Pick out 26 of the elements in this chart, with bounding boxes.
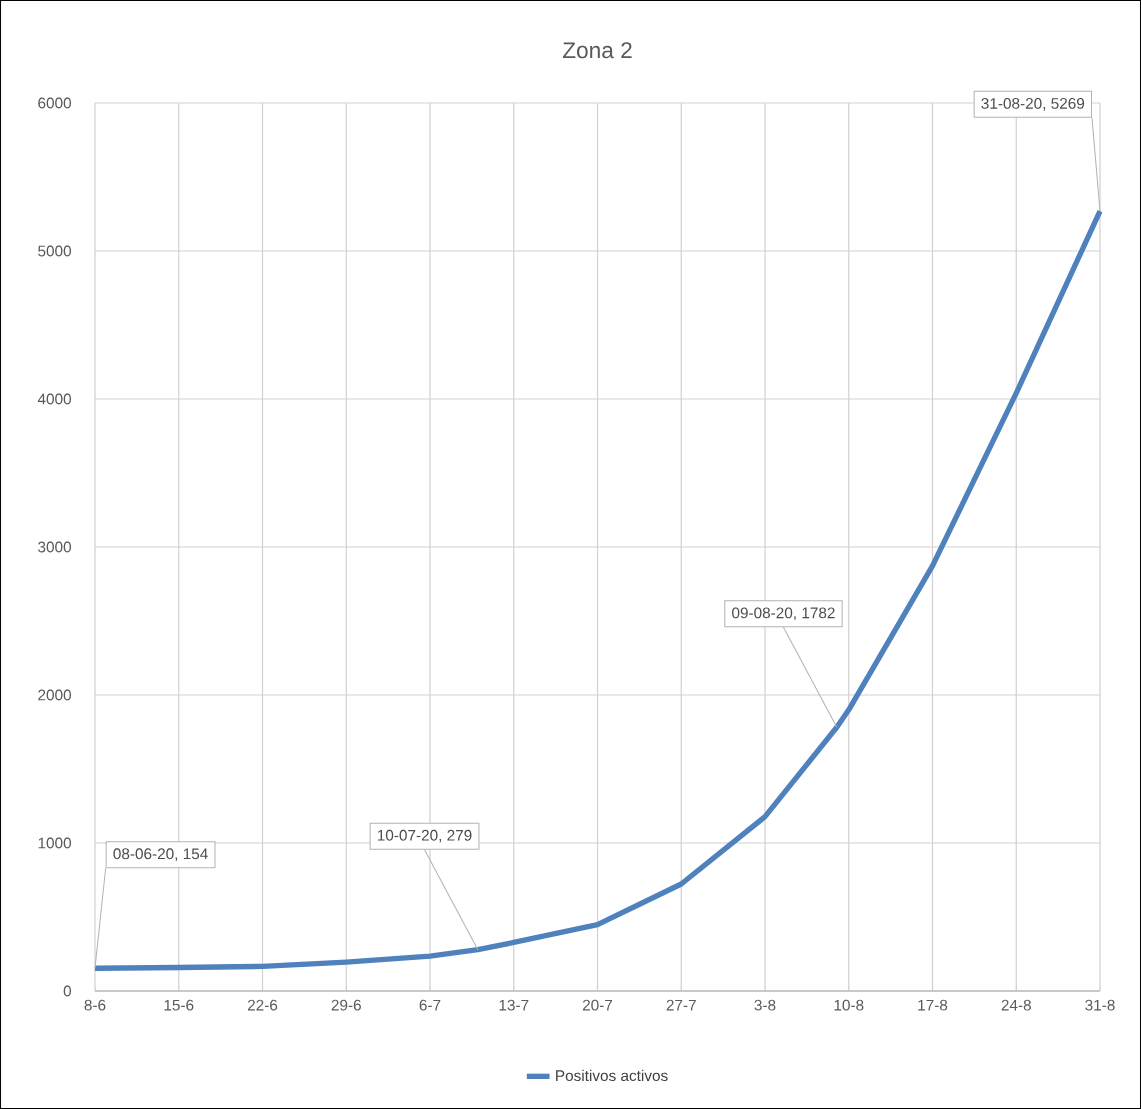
x-tick-label: 27-7 [666, 999, 696, 1011]
chart-title: Zona 2 [562, 42, 632, 59]
annotation: 31-08-20, 5269 [981, 98, 1085, 111]
y-tick-label: 3000 [38, 541, 72, 553]
y-tick-label: 2000 [38, 689, 72, 701]
x-tick-label: 15-6 [164, 999, 194, 1011]
x-tick-label: 8-6 [84, 999, 106, 1011]
annotation: 09-08-20, 1782 [732, 607, 835, 621]
x-tick-label: 3-8 [754, 999, 776, 1011]
x-tick-label: 22-6 [247, 999, 278, 1011]
x-tick-label: 24-8 [1001, 999, 1031, 1011]
x-tick-label: 6-7 [419, 999, 441, 1011]
x-tick-label: 17-8 [918, 999, 948, 1011]
y-tick-label: 6000 [38, 97, 72, 109]
y-tick-label: 1000 [38, 837, 72, 849]
y-tick-label: 5000 [38, 245, 72, 257]
y-tick-label: 4000 [37, 393, 72, 405]
x-tick-label: 29-6 [331, 999, 361, 1011]
x-tick-label: 20-7 [582, 999, 613, 1011]
x-tick-label: 10-8 [834, 999, 864, 1011]
annotation: 08-06-20, 154 [113, 848, 208, 862]
x-tick-label: 13-7 [499, 999, 529, 1011]
annotation: 10-07-20, 279 [377, 829, 472, 843]
x-tick-label: 31-8 [1085, 999, 1115, 1011]
legend-label: Positivos activos [556, 1069, 668, 1082]
y-tick-label: 0 [63, 985, 72, 997]
